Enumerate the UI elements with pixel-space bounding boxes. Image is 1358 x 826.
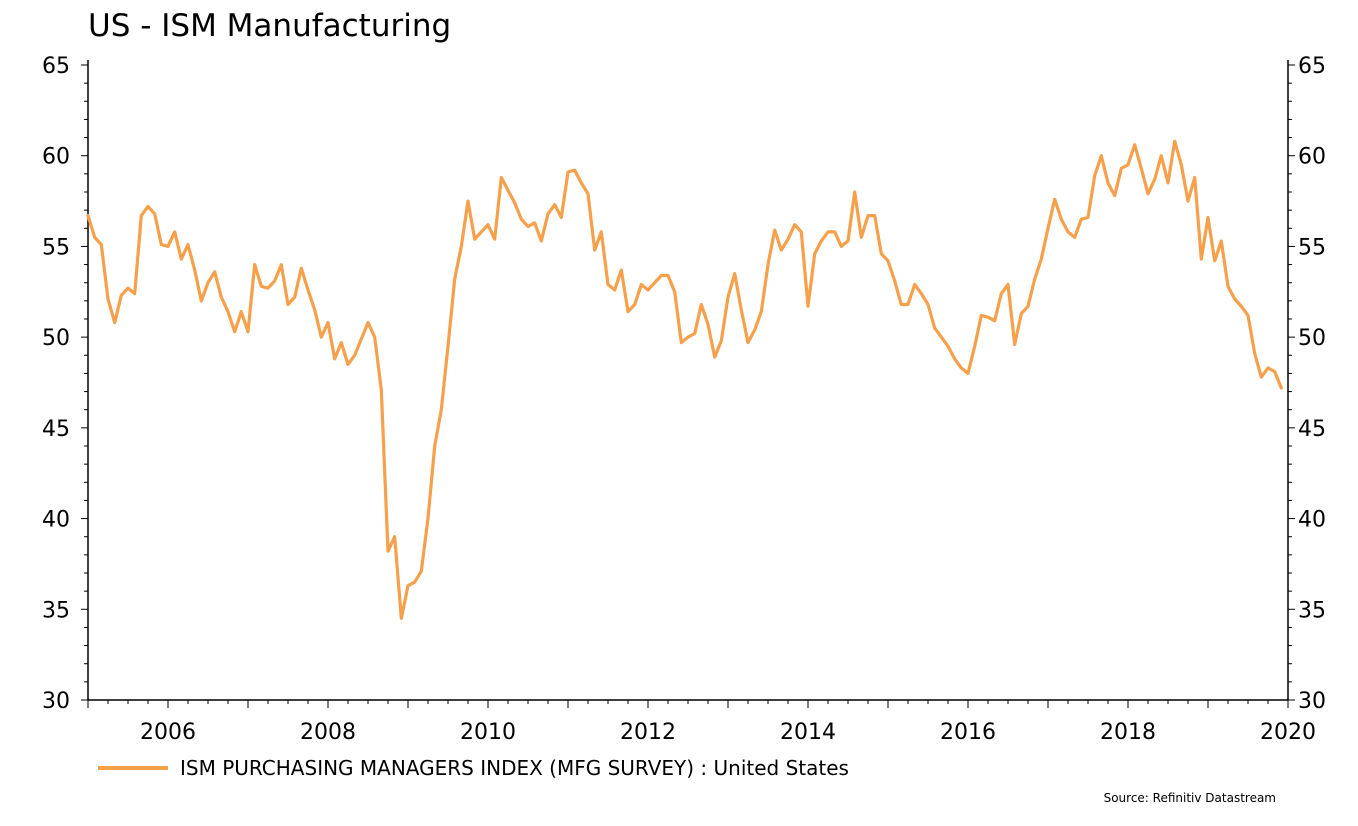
- y-tick-label-right: 55: [1298, 235, 1326, 260]
- x-tick-label: 2016: [940, 720, 996, 745]
- y-tick-label-left: 50: [42, 326, 70, 351]
- x-tick-label: 2008: [300, 720, 356, 745]
- y-tick-label-left: 30: [42, 689, 70, 714]
- series-layer: [86, 139, 1283, 621]
- y-tick-label-left: 55: [42, 235, 70, 260]
- y-tick-label-left: 35: [42, 598, 70, 623]
- series-line-0: [86, 139, 1283, 621]
- y-tick-label-left: 60: [42, 145, 70, 170]
- source-note: Source: Refinitiv Datastream: [1103, 791, 1276, 805]
- x-tick-label: 2018: [1100, 720, 1156, 745]
- y-tick-label-right: 60: [1298, 145, 1326, 170]
- x-tick-label: 2010: [460, 720, 516, 745]
- y-tick-label-left: 65: [42, 54, 70, 79]
- x-tick-label: 2014: [780, 720, 836, 745]
- y-tick-label-right: 30: [1298, 689, 1326, 714]
- y-tick-label-right: 35: [1298, 598, 1326, 623]
- y-tick-label-right: 45: [1298, 417, 1326, 442]
- legend-label: ISM PURCHASING MANAGERS INDEX (MFG SURVE…: [180, 756, 849, 780]
- legend-swatch: [98, 766, 168, 770]
- x-tick-label: 2006: [140, 720, 196, 745]
- x-tick-label: 2012: [620, 720, 676, 745]
- chart-title: US - ISM Manufacturing: [88, 8, 452, 44]
- y-tick-label-right: 65: [1298, 54, 1326, 79]
- y-tick-label-left: 45: [42, 417, 70, 442]
- axes: 30 30 35 35 40 40 45 45 50 50 55 55 60 60 65 65 2006 2008…: [42, 54, 1326, 745]
- legend: ISM PURCHASING MANAGERS INDEX (MFG SURVE…: [98, 756, 849, 780]
- x-tick-label: 2020: [1260, 720, 1316, 745]
- y-tick-label-right: 50: [1298, 326, 1326, 351]
- y-tick-label-right: 40: [1298, 508, 1326, 533]
- y-tick-label-left: 40: [42, 508, 70, 533]
